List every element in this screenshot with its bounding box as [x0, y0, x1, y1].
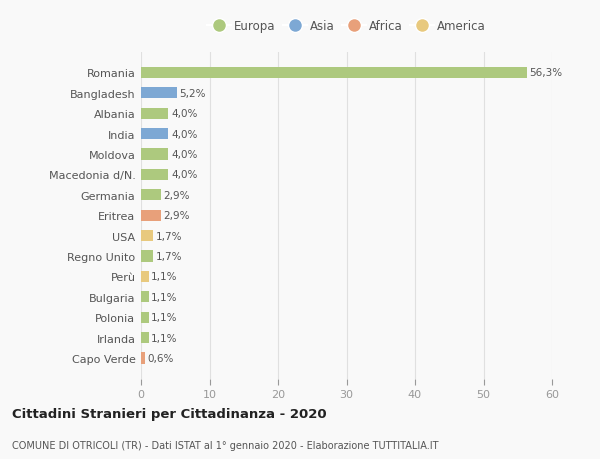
Bar	[141, 88, 176, 99]
Bar	[141, 291, 149, 303]
Text: 1,1%: 1,1%	[151, 333, 178, 343]
Text: 2,9%: 2,9%	[164, 190, 190, 201]
Legend: Europa, Asia, Africa, America: Europa, Asia, Africa, America	[203, 17, 490, 36]
Text: 4,0%: 4,0%	[171, 150, 197, 160]
Text: 1,7%: 1,7%	[155, 231, 182, 241]
Text: 1,1%: 1,1%	[151, 313, 178, 323]
Bar	[141, 169, 169, 180]
Text: 1,7%: 1,7%	[155, 252, 182, 262]
Bar	[141, 67, 527, 79]
Bar	[141, 129, 169, 140]
Text: 4,0%: 4,0%	[171, 109, 197, 119]
Text: Cittadini Stranieri per Cittadinanza - 2020: Cittadini Stranieri per Cittadinanza - 2…	[12, 407, 326, 420]
Text: 56,3%: 56,3%	[529, 68, 563, 78]
Bar	[141, 353, 145, 364]
Text: 4,0%: 4,0%	[171, 129, 197, 139]
Bar	[141, 230, 152, 242]
Bar	[141, 251, 152, 262]
Bar	[141, 312, 149, 323]
Text: 1,1%: 1,1%	[151, 272, 178, 282]
Text: 4,0%: 4,0%	[171, 170, 197, 180]
Text: 5,2%: 5,2%	[179, 89, 206, 99]
Bar	[141, 332, 149, 343]
Bar	[141, 210, 161, 221]
Bar	[141, 190, 161, 201]
Bar	[141, 108, 169, 119]
Text: COMUNE DI OTRICOLI (TR) - Dati ISTAT al 1° gennaio 2020 - Elaborazione TUTTITALI: COMUNE DI OTRICOLI (TR) - Dati ISTAT al …	[12, 440, 439, 450]
Bar	[141, 149, 169, 160]
Text: 0,6%: 0,6%	[148, 353, 174, 363]
Bar	[141, 271, 149, 282]
Text: 2,9%: 2,9%	[164, 211, 190, 221]
Text: 1,1%: 1,1%	[151, 292, 178, 302]
